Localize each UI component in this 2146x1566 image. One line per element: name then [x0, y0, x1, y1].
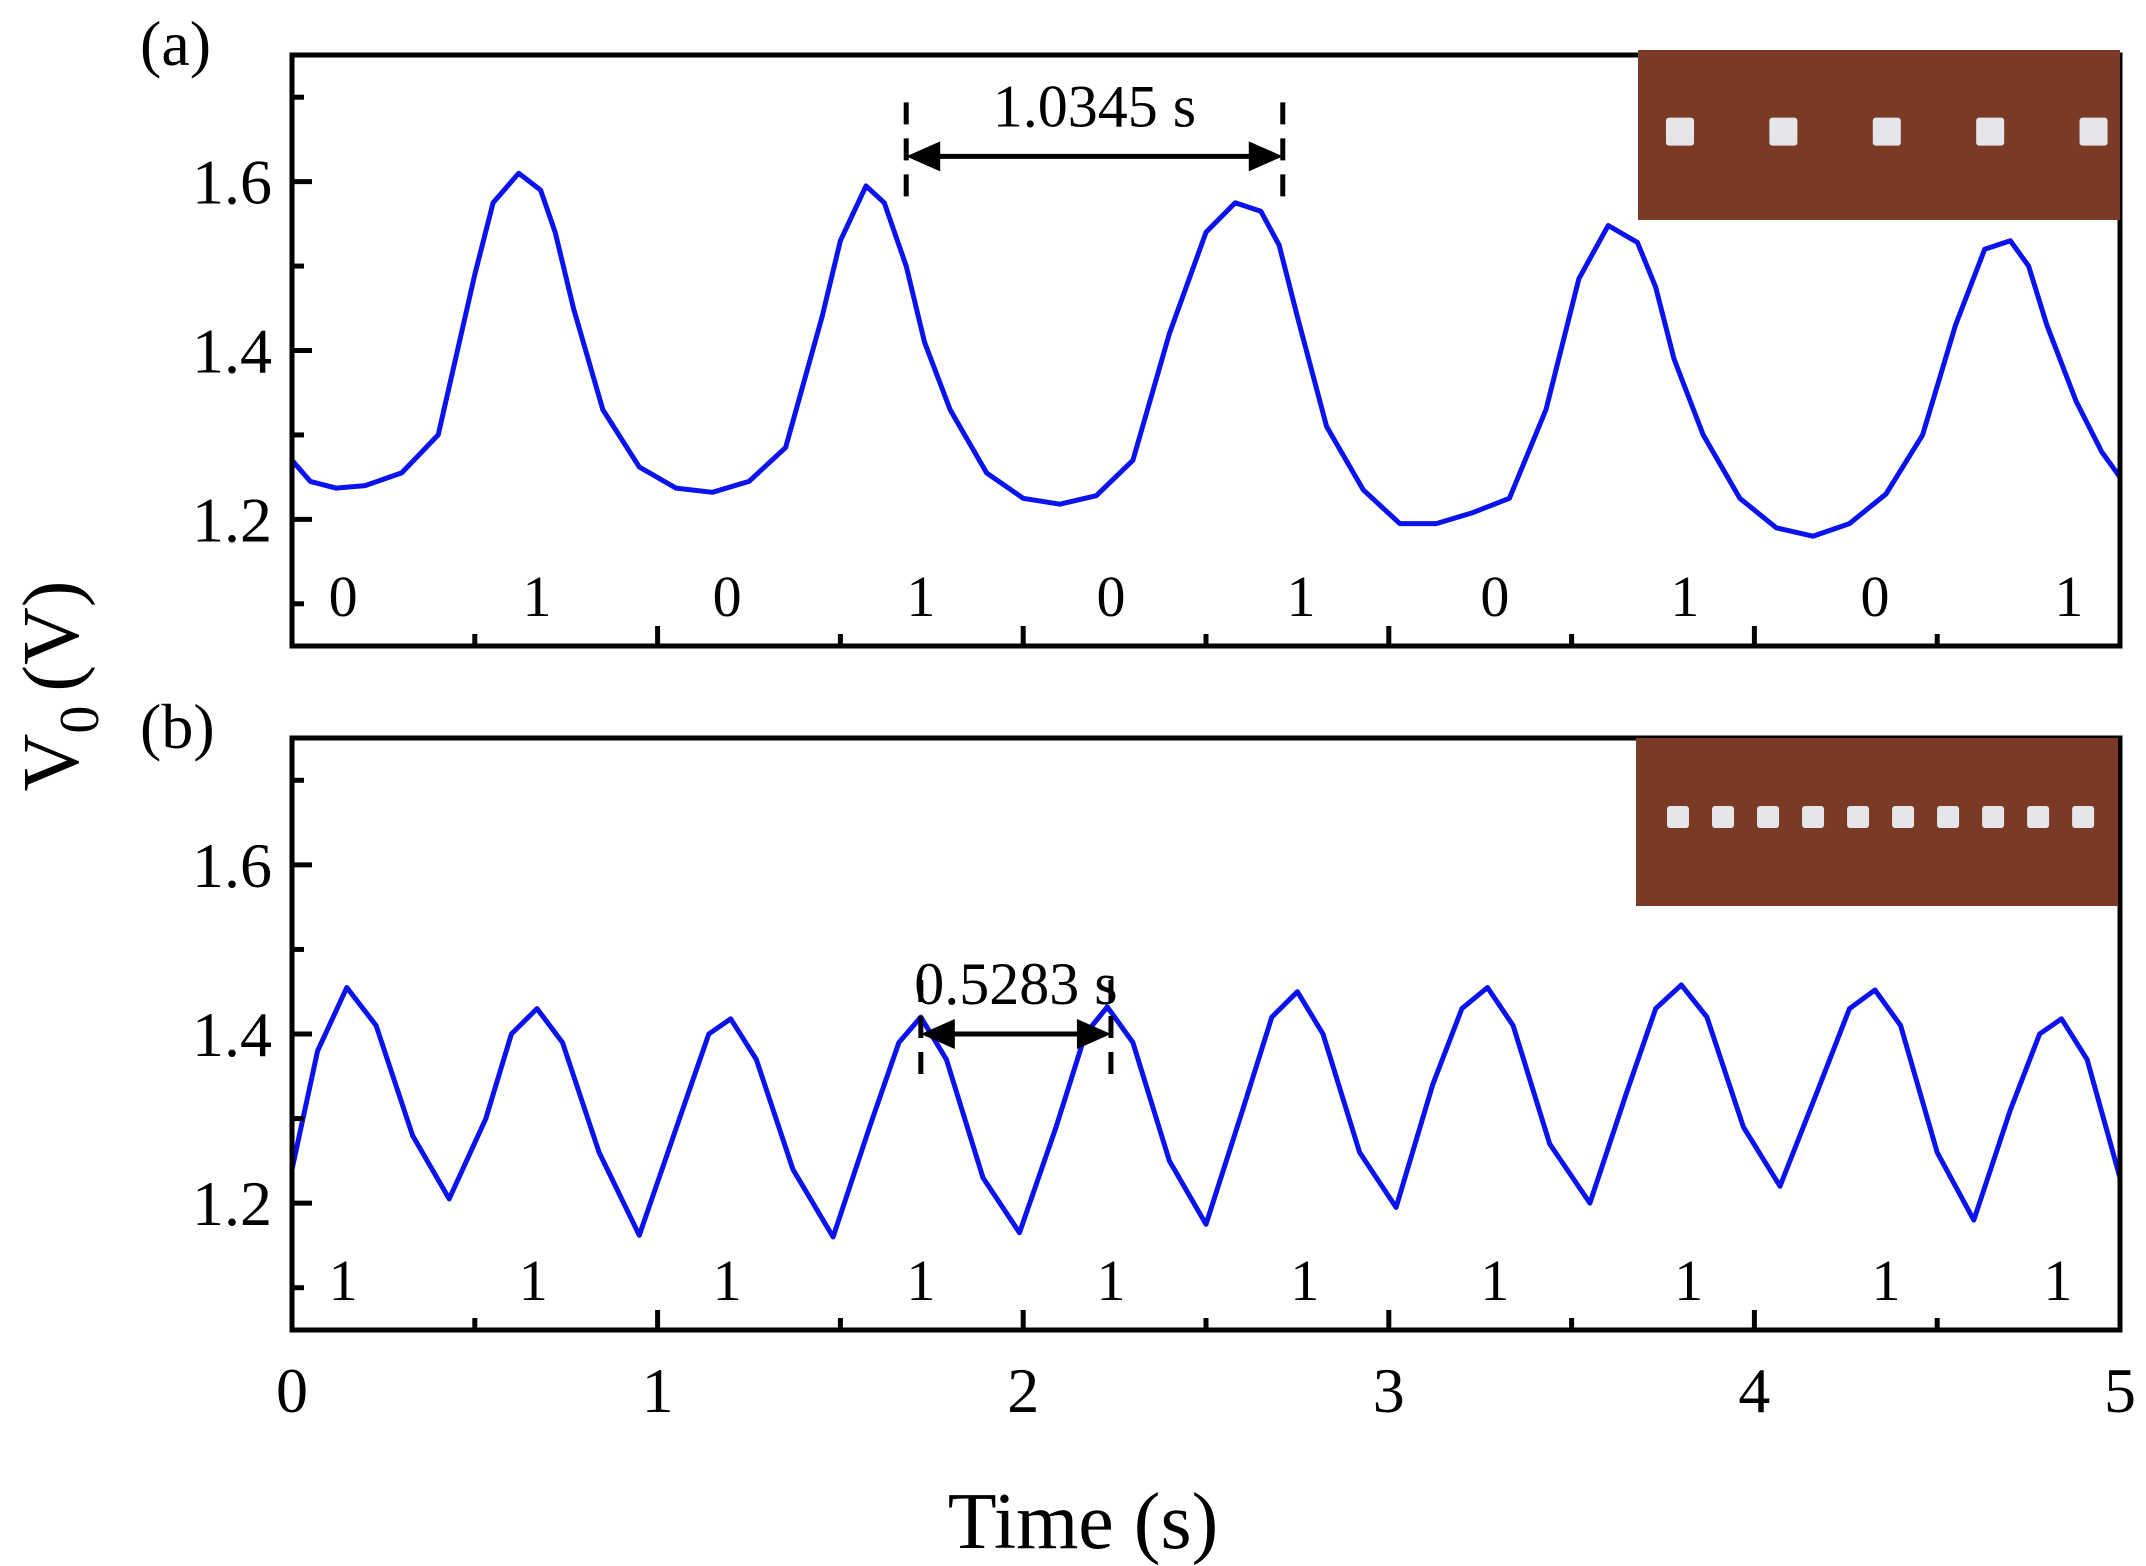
- period-arrowhead-right-b: [1076, 1019, 1111, 1049]
- inset-dot-b: [2072, 805, 2095, 828]
- period-label-a: 1.0345 s: [993, 73, 1196, 139]
- x-tick-label: 0: [276, 1355, 308, 1426]
- x-tick-label: 2: [1007, 1355, 1039, 1426]
- bit-label-b: 1: [1872, 1248, 1901, 1313]
- inset-dot-a: [1769, 117, 1798, 146]
- bit-label-a: 0: [713, 564, 742, 629]
- x-axis-title: Time (s): [948, 1478, 1218, 1566]
- bit-label-a: 0: [1096, 564, 1125, 629]
- inset-dot-b: [1982, 805, 2005, 828]
- y-tick-label-a: 1.2: [192, 484, 272, 555]
- panel-label-b: (b): [140, 691, 215, 762]
- bit-label-b: 1: [1290, 1248, 1319, 1313]
- inset-dot-b: [1757, 805, 1780, 828]
- bit-label-b: 1: [1480, 1248, 1509, 1313]
- bit-label-a: 0: [1480, 564, 1509, 629]
- bit-label-b: 1: [1096, 1248, 1125, 1313]
- y-tick-label-a: 1.6: [192, 147, 272, 218]
- inset-dot-b: [1712, 805, 1735, 828]
- x-tick-label: 1: [642, 1355, 674, 1426]
- bit-label-a: 1: [906, 564, 935, 629]
- bit-label-a: 1: [2054, 564, 2083, 629]
- y-tick-label-b: 1.4: [192, 999, 272, 1070]
- svg-text:V0(V): V0 (V): [8, 581, 111, 792]
- bit-label-b: 1: [519, 1248, 548, 1313]
- period-arrowhead-left-a: [906, 141, 941, 172]
- period-arrowhead-right-a: [1248, 141, 1283, 172]
- bit-label-a: 0: [1861, 564, 1890, 629]
- x-tick-label: 5: [2104, 1355, 2136, 1426]
- bit-label-b: 1: [713, 1248, 742, 1313]
- panel-b: 1.21.41.61 1 1 1 1 1 1 1 1 10.5283 s(b)0 1 2 3 4 5: [140, 691, 2136, 1426]
- x-tick-label: 3: [1373, 1355, 1405, 1426]
- panel-label-a: (a): [140, 8, 211, 79]
- inset-photo-b: [1636, 738, 2118, 906]
- inset-dot-a: [1872, 117, 1901, 146]
- y-tick-label-a: 1.4: [192, 316, 272, 387]
- inset-dot-b: [1892, 805, 1915, 828]
- y-tick-label-b: 1.2: [192, 1168, 272, 1239]
- panel-a: 1.2 1.4 1.6 0 1 0 1 0 1 0 1 0 1 1.0345 s (a): [140, 8, 2123, 649]
- y-axis-symbol: V: [8, 734, 96, 792]
- inset-dot-b: [1847, 805, 1870, 828]
- period-label-b: 0.5283 s: [914, 951, 1117, 1017]
- x-tick-label: 4: [1738, 1355, 1770, 1426]
- y-axis-title: V0 (V): [8, 581, 111, 792]
- trace-line-a: [290, 170, 2123, 539]
- y-tick-label-b: 1.6: [192, 830, 272, 901]
- bit-label-a: 1: [522, 564, 551, 629]
- bit-label-a: 1: [1287, 564, 1316, 629]
- y-axis-unit: (V): [8, 581, 96, 692]
- inset-dot-a: [1666, 117, 1694, 146]
- bit-label-a: 0: [329, 564, 358, 629]
- inset-photo-a: [1638, 50, 2120, 220]
- bit-label-b: 1: [1674, 1248, 1703, 1313]
- bit-label-b: 1: [2043, 1248, 2072, 1313]
- bit-label-b: 1: [329, 1248, 358, 1313]
- bit-label-a: 1: [1670, 564, 1699, 629]
- trace-line-b: [289, 982, 2123, 1240]
- inset-dot-b: [2027, 805, 2050, 828]
- inset-dot-b: [1802, 805, 1825, 828]
- inset-dot-b: [1937, 805, 1960, 828]
- inset-dot-b: [1667, 805, 1689, 828]
- inset-dot-a: [2079, 117, 2108, 146]
- period-arrowhead-left-b: [920, 1019, 955, 1049]
- inset-dot-a: [1976, 117, 2005, 146]
- y-axis-subscript: 0: [49, 706, 111, 734]
- bit-label-b: 1: [906, 1248, 935, 1313]
